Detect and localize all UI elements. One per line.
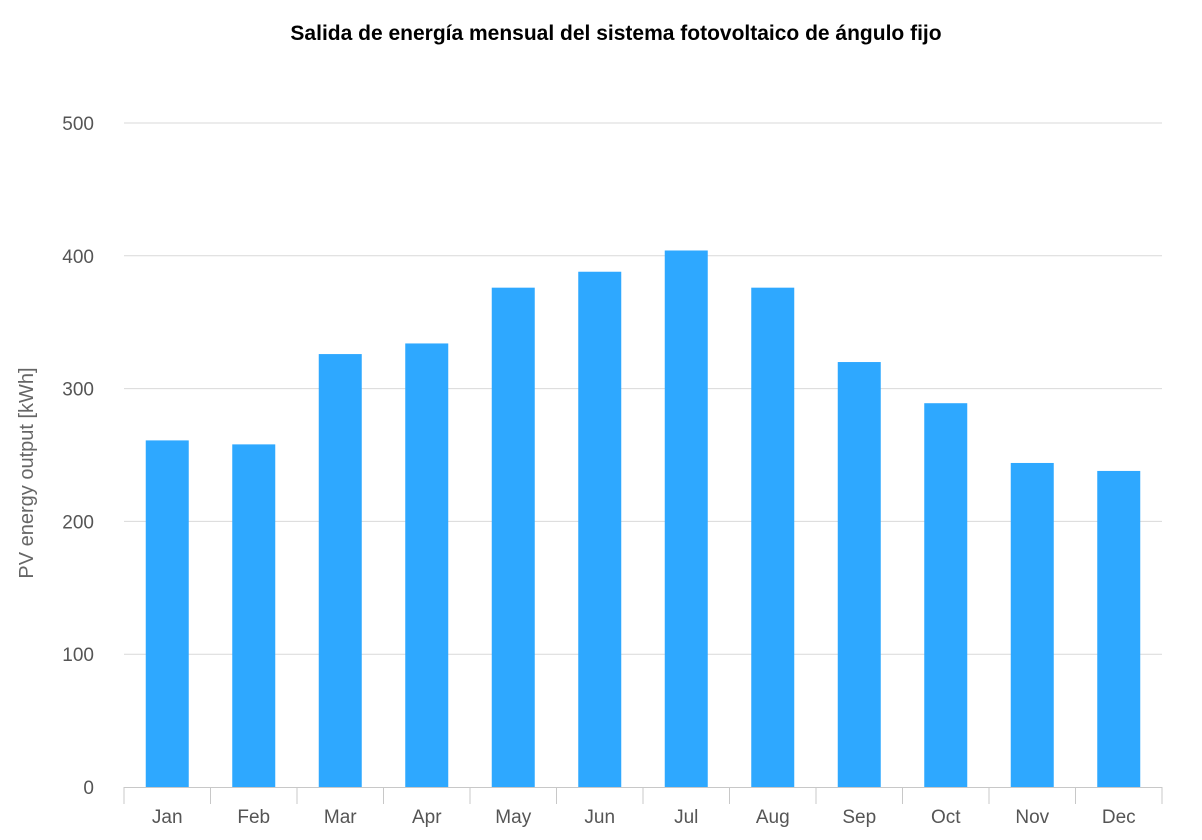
bar-jun <box>578 271 622 788</box>
x-tick-label: Apr <box>412 807 442 828</box>
x-tick-label: Nov <box>1015 807 1049 828</box>
bar-sep <box>837 362 881 787</box>
y-tick-label: 500 <box>62 114 94 135</box>
bar-dec <box>1097 470 1141 787</box>
x-tick-label: Mar <box>324 807 357 828</box>
x-tick-label: Feb <box>237 807 270 828</box>
bar-apr <box>405 343 449 787</box>
x-tick-label: Jun <box>584 807 615 828</box>
x-axis <box>123 787 1163 804</box>
y-tick-label: 100 <box>62 645 94 666</box>
bar-nov <box>1010 462 1054 787</box>
x-axis-ticks: Jan Feb Mar Apr May Jun Jul Aug Sep Oct Nov Dec <box>152 807 1136 828</box>
gridlines <box>124 122 1162 655</box>
bar-feb <box>232 444 276 787</box>
x-tick-label: Jan <box>152 807 183 828</box>
x-tick-label: Oct <box>931 807 961 828</box>
y-axis-ticks: 0 100 200 300 400 500 <box>62 114 94 799</box>
y-tick-label: 0 <box>83 778 94 799</box>
y-tick-label: 200 <box>62 512 94 533</box>
bar-jul <box>664 250 708 787</box>
x-tick-label: May <box>495 807 531 828</box>
x-tick-label: Aug <box>756 807 790 828</box>
y-tick-label: 300 <box>62 380 94 401</box>
x-tick-label: Jul <box>674 807 698 828</box>
chart-title: Salida de energía mensual del sistema fo… <box>290 22 942 45</box>
x-tick-label: Dec <box>1102 807 1136 828</box>
bar-may <box>491 287 535 787</box>
y-tick-label: 400 <box>62 247 94 268</box>
bar-oct <box>924 403 968 787</box>
bar-mar <box>318 354 362 787</box>
x-tick-label: Sep <box>842 807 876 828</box>
bar-jan <box>145 440 189 787</box>
bar-aug <box>751 287 795 787</box>
y-axis-title: PV energy output [kWh] <box>16 367 38 578</box>
bars <box>145 250 1141 788</box>
